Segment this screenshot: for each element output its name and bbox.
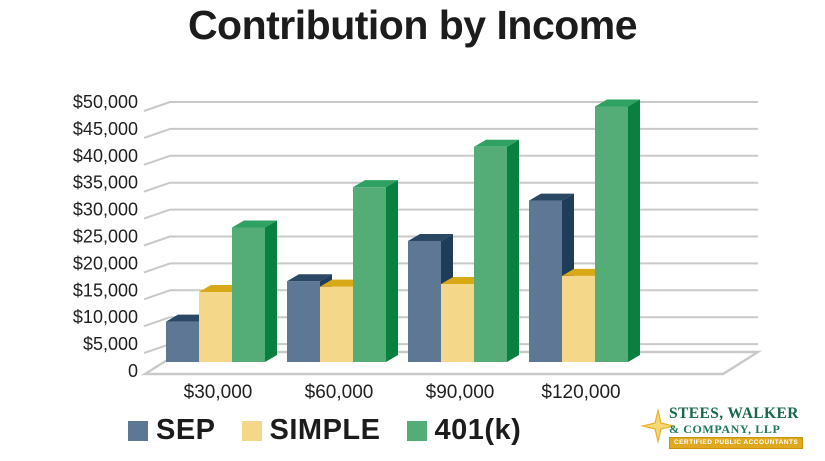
bar-simple-90000-front [441,283,474,362]
y-axis-tick-label: $40,000 [73,146,138,166]
logo-text: STEES, WALKER & COMPANY, LLP CERTIFIED P… [669,405,804,449]
bar-401k-60000-top [353,180,398,188]
bar-simple-60000-front [320,286,353,362]
grid-tick-connector [143,181,171,193]
legend-swatch-401k [406,420,427,441]
bar-sep-30000-front [166,321,199,362]
x-axis-category-label: $120,000 [541,382,620,403]
legend-item-401k: 401(k) [406,414,522,447]
legend-label-sep: SEP [156,414,216,446]
logo-star-icon [640,408,676,444]
x-axis-category-label: $90,000 [426,382,495,403]
grid-tick-connector [143,289,171,301]
bar-sep-120000-front [529,200,562,362]
y-axis-tick-label: $45,000 [73,119,138,139]
y-axis-tick-label: $5,000 [83,334,138,354]
bar-401k-90000-front [474,146,507,362]
bar-sep-90000-front [408,240,441,362]
y-axis-tick-label: $35,000 [73,173,138,193]
bar-401k-60000-front [353,187,386,362]
bar-401k-30000-side [265,220,277,362]
y-axis-tick-label: $20,000 [73,253,138,273]
logo-company-name: STEES, WALKER [669,405,799,422]
bar-401k-120000-side [628,99,640,362]
grid-tick-connector [143,127,171,139]
grid-tick-connector [143,154,171,166]
bar-simple-120000-front [562,275,595,362]
legend-swatch-simple [241,420,262,441]
grid-tick-connector [143,343,171,355]
bar-sep-60000-front [287,281,320,362]
legend-item-sep: SEP [128,414,216,447]
y-axis-tick-label: $50,000 [73,92,138,112]
y-axis-tick-label: $15,000 [73,280,138,300]
y-axis-tick-label: 0 [128,361,138,381]
bar-401k-120000-top [595,99,640,107]
bar-401k-30000-top [232,220,277,228]
y-axis-tick-label: $10,000 [73,307,138,327]
grid-tick-connector [143,316,171,328]
bar-401k-30000-front [232,227,265,362]
bar-401k-90000-side [507,139,519,362]
y-axis-tick-label: $30,000 [73,200,138,220]
logo-company-suffix: & COMPANY, LLP [669,422,781,436]
legend-label-simple: SIMPLE [269,414,381,446]
grid-tick-connector [143,208,171,220]
company-logo: STEES, WALKER & COMPANY, LLP CERTIFIED P… [640,406,810,449]
bar-sep-60000-top [287,274,332,282]
x-axis-category-label: $30,000 [184,382,253,403]
chart-legend: SEP SIMPLE 401(k) [128,414,521,447]
bar-sep-120000-top [529,193,574,201]
grid-tick-connector [143,235,171,247]
bar-401k-60000-side [386,180,398,362]
legend-swatch-sep [128,420,148,441]
grid-tick-connector [143,101,171,112]
bar-simple-30000-front [199,292,232,362]
chart-title: Contribution by Income [187,2,638,48]
x-axis-category-label: $60,000 [305,382,374,403]
legend-item-simple: SIMPLE [241,414,381,447]
y-axis-tick-label: $25,000 [73,227,138,247]
bar-sep-90000-top [408,233,453,241]
logo-banner: CERTIFIED PUBLIC ACCOUNTANTS [669,437,804,449]
legend-label-401k: 401(k) [434,414,522,446]
bar-401k-90000-top [474,139,519,147]
bar-401k-120000-front [595,106,628,362]
grid-tick-connector [143,262,171,274]
